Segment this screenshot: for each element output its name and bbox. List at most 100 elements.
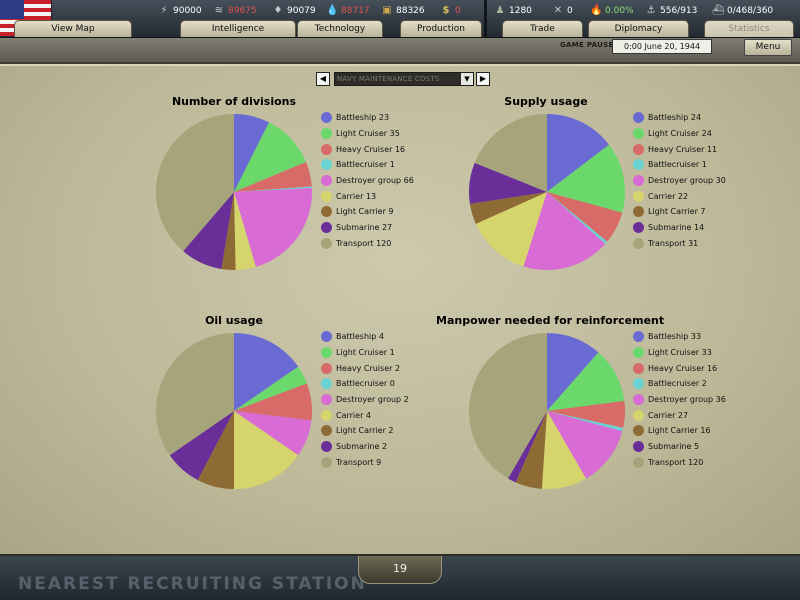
legend-label: Light Carrier 7 xyxy=(648,207,706,217)
crossed-swords-icon: ✕ xyxy=(553,5,563,16)
legend-manpower: Battleship 33 Light Cruiser 33 Heavy Cruis… xyxy=(633,329,726,470)
legend-item: Carrier 22 xyxy=(633,188,726,204)
chart-title: Oil usage xyxy=(205,314,263,327)
rare-materials-resource: ♦ 90079 xyxy=(272,4,316,18)
pie-slice-light-cruiser xyxy=(547,352,625,411)
legend-label: Light Cruiser 24 xyxy=(648,129,712,139)
legend-item: Transport 9 xyxy=(321,455,409,471)
dissent-stat: 🔥 0.00% xyxy=(590,4,634,18)
pie-slice-battleship xyxy=(234,114,270,192)
legend-item: Destroyer group 30 xyxy=(633,173,726,189)
legend-swatch xyxy=(321,222,332,234)
legend-swatch xyxy=(321,112,332,124)
legend-label: Carrier 13 xyxy=(336,191,377,201)
tab-technology[interactable]: Technology xyxy=(297,20,383,37)
legend-swatch xyxy=(633,159,644,171)
legend-label: Heavy Cruiser 2 xyxy=(336,363,401,373)
pie-slice-submarine xyxy=(508,411,547,483)
statistic-dropdown[interactable]: NAVY MAINTENANCE COSTS ▼ xyxy=(334,72,474,86)
legend-label: Submarine 5 xyxy=(648,442,700,452)
pie-slice-heavy-cruiser xyxy=(547,400,625,428)
legend-item: Light Carrier 9 xyxy=(321,204,414,220)
legend-swatch xyxy=(321,394,332,406)
legend-item: Carrier 27 xyxy=(633,407,726,423)
legend-swatch xyxy=(633,237,644,249)
transports-icon: ⚓ xyxy=(646,5,656,16)
legend-swatch xyxy=(321,441,332,453)
legend-swatch xyxy=(321,331,332,343)
legend-item: Destroyer group 2 xyxy=(321,392,409,408)
pie-slice-destroyer-group xyxy=(234,411,312,456)
legend-swatch xyxy=(633,347,644,359)
legend-label: Light Cruiser 35 xyxy=(336,129,400,139)
next-statistic-button[interactable]: ▶ xyxy=(476,72,490,86)
legend-label: Battleship 24 xyxy=(648,113,702,123)
legend-item: Submarine 2 xyxy=(321,439,409,455)
legend-label: Submarine 27 xyxy=(336,223,393,233)
legend-swatch xyxy=(321,159,332,171)
legend-label: Transport 31 xyxy=(648,238,699,248)
rare-materials-icon: ♦ xyxy=(273,5,283,16)
pie-slice-heavy-cruiser xyxy=(234,161,312,192)
legend-item: Battlecruiser 2 xyxy=(633,376,726,392)
tab-trade[interactable]: Trade xyxy=(502,20,583,37)
legend-label: Battlecruiser 2 xyxy=(648,379,707,389)
page-number[interactable]: 19 xyxy=(358,556,442,584)
legend-label: Light Cruiser 1 xyxy=(336,348,395,358)
tab-view-map[interactable]: View Map xyxy=(14,20,132,37)
oil-value: 88717 xyxy=(341,6,370,16)
pie-slice-light-carrier xyxy=(221,192,236,270)
pie-slice-transport xyxy=(468,333,547,479)
menu-button[interactable]: Menu xyxy=(744,39,792,56)
legend-label: Battleship 23 xyxy=(336,113,390,123)
legend-item: Battleship 23 xyxy=(321,110,414,126)
legend-item: Submarine 14 xyxy=(633,220,726,236)
chevron-down-icon[interactable]: ▼ xyxy=(461,73,473,85)
legend-label: Battlecruiser 1 xyxy=(336,160,395,170)
legend-swatch xyxy=(633,456,644,468)
tab-diplomacy[interactable]: Diplomacy xyxy=(588,20,689,37)
legend-item: Light Cruiser 1 xyxy=(321,345,409,361)
game-date[interactable]: 0:00 June 20, 1944 xyxy=(612,39,712,54)
legend-item: Carrier 13 xyxy=(321,188,414,204)
pie-slice-transport xyxy=(474,114,547,192)
legend-swatch xyxy=(633,425,644,437)
legend-label: Light Cruiser 33 xyxy=(648,348,712,358)
legend-item: Carrier 4 xyxy=(321,407,409,423)
legend-swatch xyxy=(633,112,644,124)
pie-slice-battleship xyxy=(547,114,610,192)
legend-swatch xyxy=(321,190,332,202)
pie-slice-heavy-cruiser xyxy=(234,383,312,421)
legend-swatch xyxy=(321,347,332,359)
legend-label: Destroyer group 36 xyxy=(648,395,726,405)
pie-slice-light-cruiser xyxy=(234,122,306,192)
legend-label: Carrier 22 xyxy=(648,191,689,201)
legend-item: Battlecruiser 0 xyxy=(321,376,409,392)
pie-slice-light-carrier xyxy=(515,411,547,489)
game-paused-label: GAME PAUSED xyxy=(560,41,620,49)
legend-swatch xyxy=(321,409,332,421)
previous-statistic-button[interactable]: ◀ xyxy=(316,72,330,86)
tab-intelligence[interactable]: Intelligence xyxy=(180,20,296,37)
manpower-stat: ♟ 1280 xyxy=(494,4,532,18)
legend-label: Battlecruiser 0 xyxy=(336,379,395,389)
banner-text: NEAREST RECRUITING STATION xyxy=(18,574,367,594)
legend-swatch xyxy=(321,362,332,374)
legend-item: Heavy Cruiser 11 xyxy=(633,141,726,157)
tab-production[interactable]: Production xyxy=(400,20,482,37)
chart-title: Manpower needed for reinforcement xyxy=(436,314,665,327)
legend-swatch xyxy=(633,206,644,218)
statistics-panel xyxy=(0,66,800,554)
pie-slice-carrier xyxy=(234,192,256,270)
legend-item: Battleship 24 xyxy=(633,110,726,126)
legend-item: Light Carrier 16 xyxy=(633,423,726,439)
pie-slice-submarine xyxy=(468,162,547,204)
pie-slice-battleship xyxy=(547,333,599,411)
status-bar: GAME PAUSED 0:00 June 20, 1944 Menu xyxy=(0,38,800,64)
topbar-divider xyxy=(484,0,487,38)
transports-value: 556/913 xyxy=(660,6,698,16)
metal-icon: ≋ xyxy=(214,5,224,16)
legend-swatch xyxy=(633,143,644,155)
tab-statistics[interactable]: Statistics xyxy=(704,20,794,37)
manpower-value: 1280 xyxy=(509,6,532,16)
